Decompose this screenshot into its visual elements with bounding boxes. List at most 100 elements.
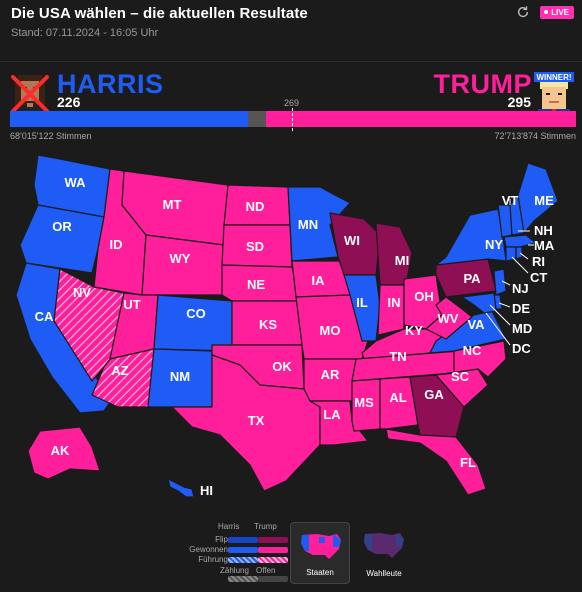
legend: Harris Trump Flip Gewonnen Führung Zählu…: [189, 520, 290, 590]
legend-open: Offen: [256, 566, 276, 575]
label-mt: MT: [163, 197, 182, 212]
harris-avatar: [11, 75, 49, 115]
state-ak[interactable]: [27, 426, 101, 480]
harris-electoral-votes: 226: [57, 94, 81, 110]
label-fl: FL: [460, 455, 476, 470]
legend-won: Gewonnen: [189, 545, 228, 554]
legend-col-trump: Trump: [254, 522, 277, 531]
refresh-icon[interactable]: [516, 5, 530, 19]
label-wi: WI: [344, 233, 360, 248]
label-mo: MO: [320, 323, 341, 338]
legend-col-harris: Harris: [218, 522, 240, 531]
label-al: AL: [389, 390, 406, 405]
electors-map-icon: [364, 533, 404, 558]
label-ms: MS: [354, 395, 374, 410]
state-co[interactable]: [153, 294, 233, 352]
label-in: IN: [388, 295, 401, 310]
label-az: AZ: [111, 363, 128, 378]
label-ia: IA: [312, 273, 326, 288]
state-ny[interactable]: [435, 208, 507, 266]
label-co: CO: [186, 306, 206, 321]
tab-states[interactable]: Staaten: [290, 522, 350, 584]
trump-electoral-votes: 295: [507, 94, 531, 110]
label-nc: NC: [463, 343, 482, 358]
legend-lead: Führung: [198, 555, 228, 564]
swatch-trump-lead: [258, 557, 288, 563]
majority-line: [292, 108, 293, 131]
swatch-counting: [228, 576, 258, 582]
live-badge: LIVE: [540, 5, 574, 19]
label-wa: WA: [65, 175, 87, 190]
state-tx[interactable]: [171, 354, 321, 492]
label-sd: SD: [246, 239, 264, 254]
label-tn: TN: [389, 349, 406, 364]
label-ks: KS: [259, 317, 277, 332]
trump-name: TRUMP: [433, 69, 532, 99]
states-map-icon: [301, 534, 341, 559]
legend-counting: Zählung: [220, 566, 249, 575]
state-la[interactable]: [309, 400, 369, 446]
swatch-harris-flip: [228, 537, 258, 543]
label-ok: OK: [272, 359, 292, 374]
label-il: IL: [356, 295, 368, 310]
tab-states-label: Staaten: [306, 568, 334, 577]
state-nc[interactable]: [435, 340, 507, 378]
label-mi: MI: [395, 253, 409, 268]
label-va: VA: [467, 317, 485, 332]
label-nd: ND: [246, 199, 265, 214]
label-ct: CT: [530, 270, 547, 285]
harris-name: HARRIS: [57, 69, 164, 99]
label-id: ID: [110, 237, 123, 252]
label-pa: PA: [463, 271, 481, 286]
state-al[interactable]: [379, 376, 419, 430]
label-ky: KY: [405, 323, 423, 338]
label-wy: WY: [170, 251, 191, 266]
label-or: OR: [52, 219, 72, 234]
swatch-harris-won: [228, 547, 258, 553]
electoral-bar: [10, 111, 576, 127]
state-nj[interactable]: [493, 268, 507, 296]
state-hi[interactable]: [167, 478, 195, 498]
label-me: ME: [534, 193, 554, 208]
label-hi: HI: [200, 483, 213, 498]
divider: [0, 61, 582, 62]
harris-popular-votes: 68'015'122 Stimmen: [10, 131, 92, 141]
swatch-trump-flip: [258, 537, 288, 543]
state-ri[interactable]: [515, 246, 523, 260]
us-map: WA OR CA ID NV MT WY UT AZ CO NM ND SD N…: [15, 154, 559, 498]
label-mn: MN: [298, 217, 318, 232]
state-fl[interactable]: [385, 428, 487, 496]
tab-electors-label: Wahlleute: [366, 569, 402, 578]
label-md: MD: [512, 321, 532, 336]
label-la: LA: [323, 407, 341, 422]
label-vt: VT: [502, 193, 519, 208]
label-nh: NH: [534, 223, 553, 238]
swatch-trump-won: [258, 547, 288, 553]
state-or[interactable]: [19, 204, 105, 274]
tab-electors[interactable]: Wahlleute: [354, 522, 414, 584]
trump-popular-votes: 72'713'874 Stimmen: [494, 131, 577, 141]
label-ak: AK: [51, 443, 70, 458]
header: Die USA wählen – die aktuellen Resultate…: [11, 5, 574, 45]
label-ga: GA: [424, 387, 444, 402]
winner-badge: WINNER!: [536, 73, 571, 82]
label-ca: CA: [35, 309, 54, 324]
label-ma: MA: [534, 238, 555, 253]
swatch-open: [258, 576, 288, 582]
page-title: Die USA wählen – die aktuellen Resultate: [11, 5, 308, 22]
label-ri: RI: [532, 254, 545, 269]
state-in[interactable]: [377, 284, 405, 336]
timestamp: Stand: 07.11.2024 - 16:05 Uhr: [11, 27, 159, 39]
state-ms[interactable]: [351, 378, 381, 432]
label-wv: WV: [438, 311, 459, 326]
label-nj: NJ: [512, 281, 529, 296]
state-md[interactable]: [461, 292, 497, 314]
state-me[interactable]: [517, 162, 559, 234]
label-ar: AR: [321, 367, 340, 382]
label-dc: DC: [512, 341, 531, 356]
label-oh: OH: [414, 289, 434, 304]
label-nv: NV: [73, 285, 91, 300]
state-wv[interactable]: [425, 296, 473, 340]
label-ne: NE: [247, 277, 265, 292]
legend-flip: Flip: [215, 535, 228, 544]
